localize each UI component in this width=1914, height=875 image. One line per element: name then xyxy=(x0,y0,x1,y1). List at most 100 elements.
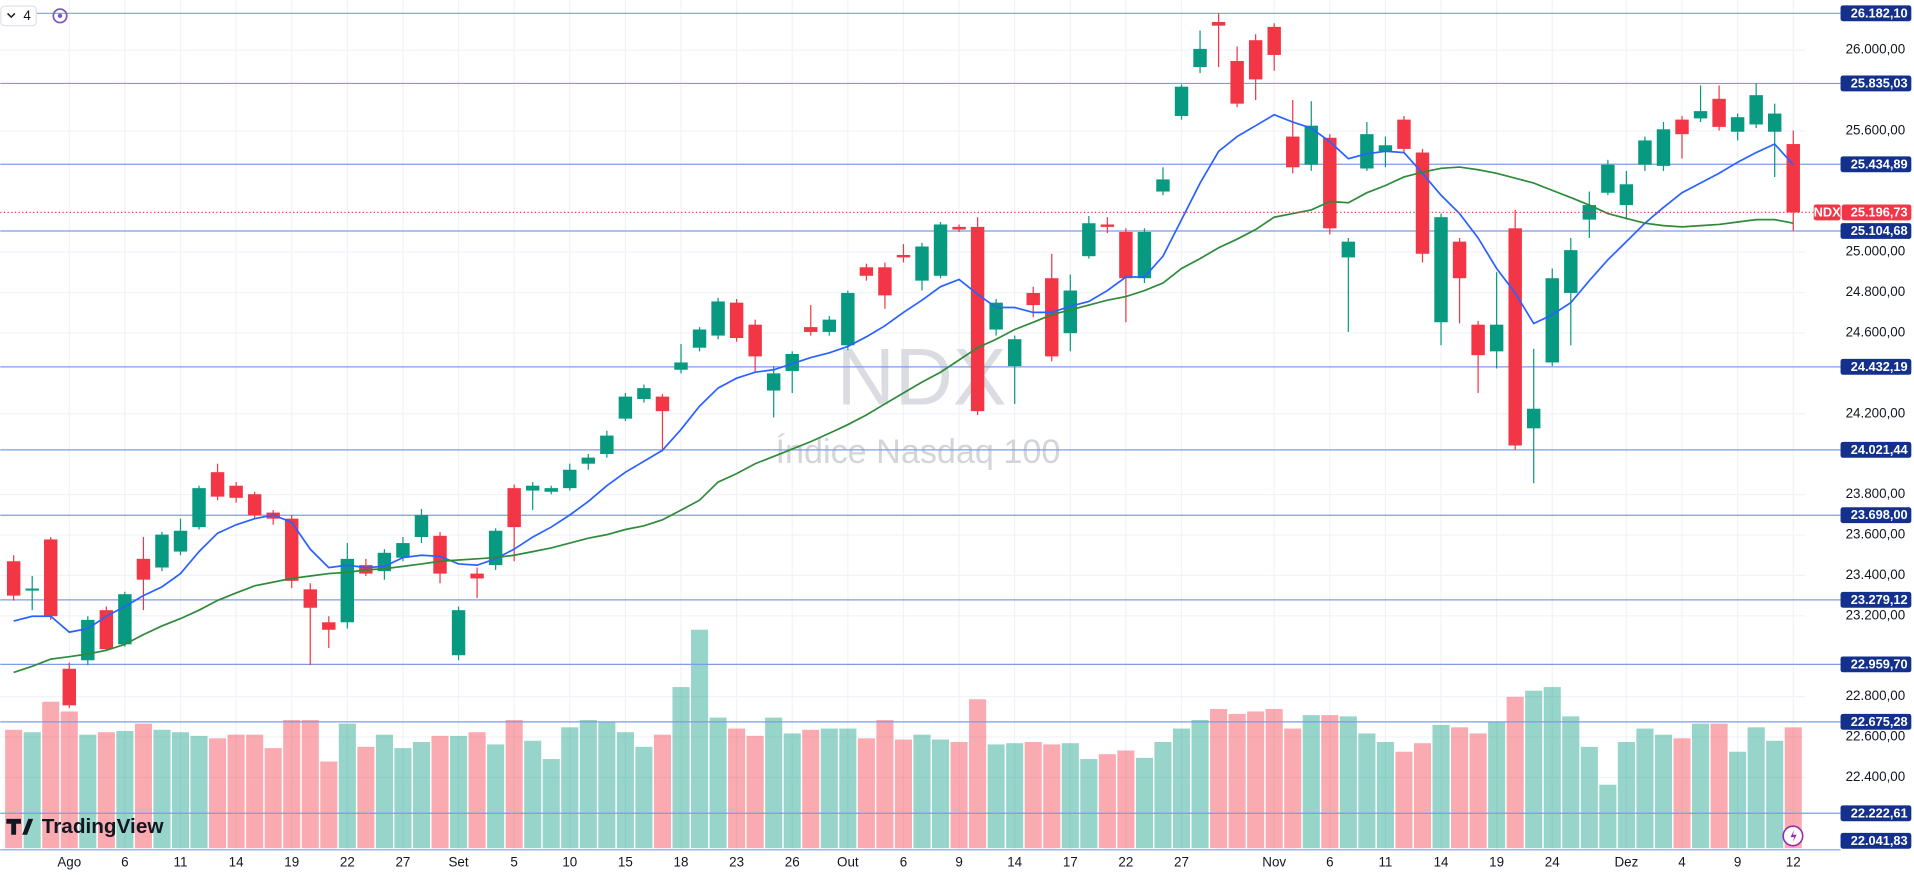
volume-bar xyxy=(931,739,950,849)
symbol-tag: NDX xyxy=(1814,204,1841,219)
volume-bar xyxy=(1080,759,1098,849)
x-tick-label: 14 xyxy=(1007,854,1022,869)
x-tick-label: 6 xyxy=(121,854,128,869)
volume-bar xyxy=(1432,724,1450,849)
candle-body xyxy=(581,457,596,464)
level-label: 22.222,61 xyxy=(1851,805,1908,820)
ui: 4 TradingView xyxy=(0,5,1804,847)
candle-body xyxy=(1564,250,1578,293)
y-tick-label: 22.400,00 xyxy=(1846,769,1906,784)
candle-body xyxy=(1026,292,1040,306)
level-label-box xyxy=(1840,358,1912,375)
volume-bar xyxy=(1766,740,1784,849)
candle-body xyxy=(637,388,651,400)
candle-body xyxy=(748,324,762,357)
x-tick-label: 22 xyxy=(1118,854,1133,869)
candle-body xyxy=(1119,231,1133,279)
volume-bar xyxy=(1710,723,1728,849)
volume xyxy=(5,629,1802,849)
volume-bar xyxy=(153,729,171,849)
candle-body xyxy=(414,515,429,538)
candle-body xyxy=(173,530,188,552)
volume-bar xyxy=(1061,743,1079,849)
y-tick-label: 24.200,00 xyxy=(1846,405,1906,420)
candle-body xyxy=(1007,339,1022,367)
level-label-box xyxy=(1840,507,1912,524)
x-tick-label: 26 xyxy=(785,854,800,869)
moving-averages xyxy=(0,113,1841,674)
volume-bar xyxy=(616,732,634,849)
volume-bar xyxy=(1395,751,1413,849)
volume-bar xyxy=(1321,715,1339,849)
volume-bar xyxy=(357,746,375,849)
volume-bar xyxy=(1580,746,1598,849)
x-tick-label: Set xyxy=(448,854,468,869)
candle-body xyxy=(933,224,948,276)
x-tick-label: 23 xyxy=(729,854,744,869)
candle-body xyxy=(1452,241,1467,279)
legend-count: 4 xyxy=(23,8,31,23)
candle-body xyxy=(470,573,484,579)
volume-bar xyxy=(468,732,486,849)
candle-body xyxy=(507,488,521,528)
candle-body xyxy=(1749,95,1763,125)
volume-bar xyxy=(561,727,579,849)
symbol-tag-box xyxy=(1813,204,1841,221)
candle-body xyxy=(1508,228,1522,446)
volume-bar xyxy=(1451,727,1469,849)
y-tick-label: 22.600,00 xyxy=(1846,729,1906,744)
volume-bar xyxy=(1265,709,1283,849)
candle-body xyxy=(1341,241,1356,258)
candle-body xyxy=(1730,117,1745,132)
volume-bar xyxy=(653,734,672,849)
volume-bar xyxy=(1228,713,1246,849)
x-tick-label: 12 xyxy=(1786,854,1801,869)
level-label-box xyxy=(1840,656,1912,673)
x-tick-label: 18 xyxy=(674,854,689,869)
x-tick-label: 14 xyxy=(229,854,244,869)
chevron-icon xyxy=(7,12,16,19)
level-label: 25.835,03 xyxy=(1851,75,1908,90)
volume-bar xyxy=(1469,733,1487,849)
sync-icon[interactable] xyxy=(52,8,68,24)
volume-bar xyxy=(1543,687,1561,849)
x-tick-label: 27 xyxy=(395,854,410,869)
volume-bar xyxy=(1376,741,1394,849)
x-tick-label: 11 xyxy=(1378,854,1392,869)
candle-body xyxy=(1767,113,1782,132)
candle-body xyxy=(229,485,243,498)
level-label-box xyxy=(1840,832,1912,849)
volume-bar xyxy=(969,699,987,849)
y-tick-label: 24.600,00 xyxy=(1846,325,1906,340)
volume-bar xyxy=(394,748,412,849)
candle-body xyxy=(525,485,540,491)
y-tick-label: 25.000,00 xyxy=(1846,244,1906,259)
legend-toggle[interactable] xyxy=(0,5,37,27)
volume-bar xyxy=(209,738,227,849)
volume-bar xyxy=(598,722,616,849)
y-tick-label: 25.600,00 xyxy=(1846,122,1906,137)
candle-body xyxy=(1489,324,1504,352)
volume-bar xyxy=(579,720,597,849)
level-label: 22.041,83 xyxy=(1851,833,1908,848)
y-tick-label: 22.800,00 xyxy=(1846,688,1906,703)
volume-bar xyxy=(1525,690,1543,849)
candle-body xyxy=(674,362,688,370)
volume-bar xyxy=(320,761,338,849)
volume-bar xyxy=(1024,741,1042,849)
x-tick-label: Ago xyxy=(57,854,81,869)
candle-body xyxy=(618,396,633,419)
volume-bar xyxy=(431,735,449,849)
candle-body xyxy=(1545,278,1559,363)
volume-bar xyxy=(728,728,746,849)
candle-body xyxy=(433,535,447,574)
x-tick-label: 9 xyxy=(955,854,962,869)
candle-body xyxy=(322,622,336,630)
last-price-label: 25.196,73 xyxy=(1851,204,1908,219)
candle-body xyxy=(118,594,132,645)
candle-body xyxy=(192,488,206,528)
x-tick-label: 17 xyxy=(1063,854,1078,869)
candle-body xyxy=(878,267,892,296)
